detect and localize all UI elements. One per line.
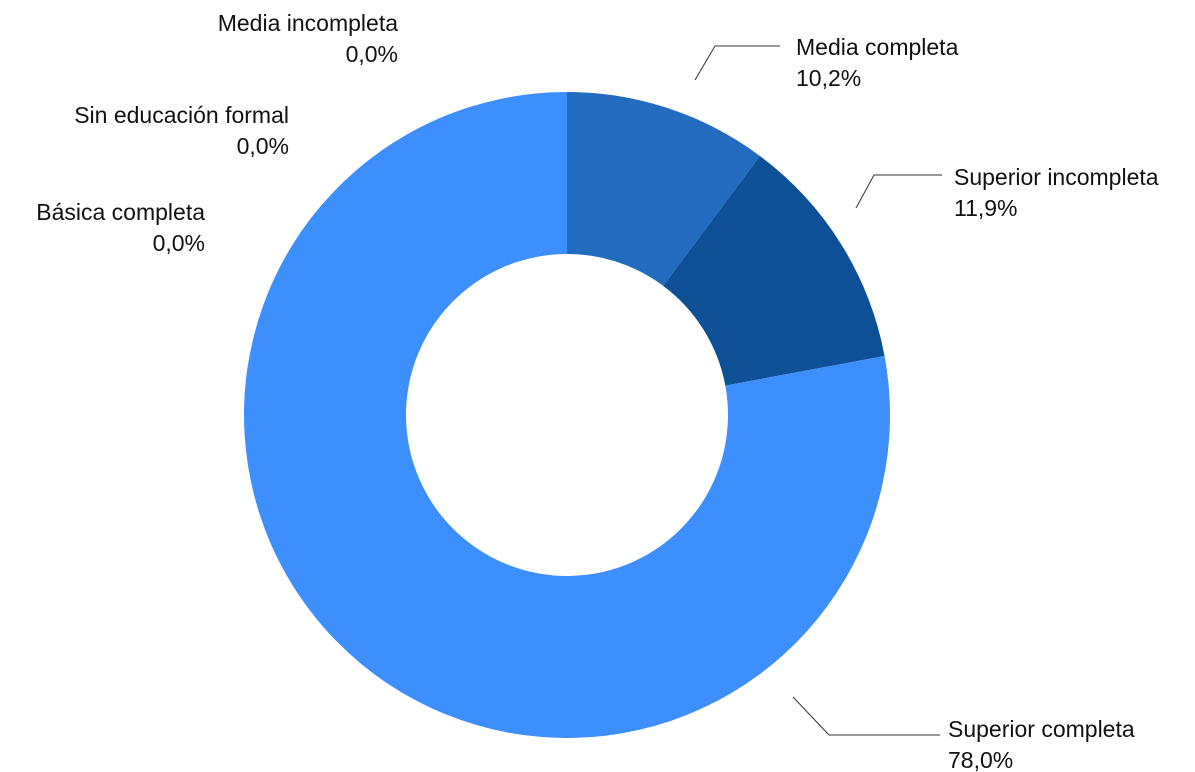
slices-group <box>243 92 891 738</box>
leader-line-superior-incompleta <box>855 174 942 209</box>
slice-label-name: Superior incompleta <box>954 164 1159 190</box>
slice-label-value: 10,2% <box>796 65 861 91</box>
leader-lines <box>694 45 942 736</box>
donut-slice-media-completa <box>567 92 760 286</box>
donut-slice-superior-completa <box>243 92 891 738</box>
slice-label-value: 11,9% <box>954 195 1018 221</box>
slice-label-value: 0,0% <box>153 230 205 256</box>
leader-line-superior-completa <box>792 696 940 736</box>
donut-slice-superior-incompleta <box>663 155 885 386</box>
leader-line-media-completa <box>694 45 780 81</box>
slice-label-name: Sin educación formal <box>74 102 289 128</box>
slice-label-name: Básica completa <box>36 199 205 225</box>
slice-label-name: Media completa <box>796 34 959 60</box>
slice-label-value: 78,0% <box>948 747 1013 772</box>
slice-label-value: 0,0% <box>237 133 289 159</box>
slice-label-name: Superior completa <box>948 716 1135 742</box>
slice-label-name: Media incompleta <box>218 10 398 36</box>
slice-label-value: 0,0% <box>346 41 398 67</box>
